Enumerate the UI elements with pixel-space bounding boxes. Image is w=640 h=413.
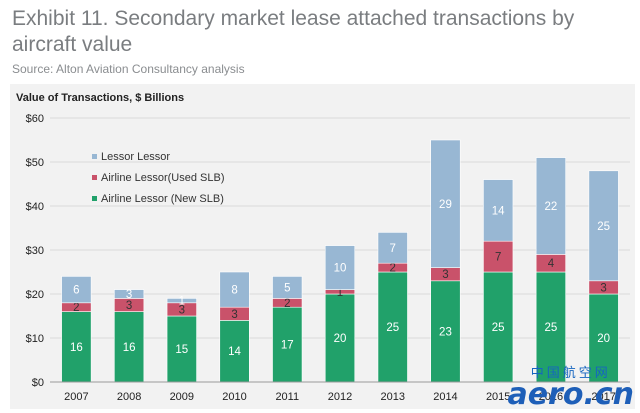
data-label: 3 bbox=[442, 269, 448, 281]
data-label: 17 bbox=[281, 340, 294, 352]
data-label: 7 bbox=[495, 252, 501, 264]
bar-segment bbox=[272, 276, 303, 299]
bar-segment bbox=[61, 276, 92, 304]
data-label: 6 bbox=[73, 285, 79, 297]
x-tick-label: 2014 bbox=[433, 391, 457, 403]
x-tick-label: 2012 bbox=[328, 391, 352, 403]
bar-segment bbox=[324, 293, 356, 383]
data-label: 3 bbox=[179, 304, 185, 316]
watermark-cn: 中国航空网 bbox=[530, 366, 611, 381]
x-tick-label: 2009 bbox=[170, 391, 194, 403]
data-label: 16 bbox=[70, 342, 83, 354]
data-label: 8 bbox=[231, 285, 237, 297]
chart-title: Exhibit 11. Secondary market lease attac… bbox=[12, 7, 575, 56]
data-label: 25 bbox=[545, 322, 558, 334]
x-tick-label: 2011 bbox=[275, 391, 299, 403]
y-tick-label: $50 bbox=[26, 157, 44, 169]
bar-segment bbox=[324, 245, 356, 290]
y-axis-label: Value of Transactions, $ Billions bbox=[16, 92, 185, 104]
watermark-logo: 中国航空网 aero.cn bbox=[507, 362, 634, 412]
bar-segment bbox=[219, 271, 250, 308]
y-tick-label: $30 bbox=[26, 245, 44, 257]
x-tick-label: 2016 bbox=[539, 391, 563, 403]
bar-segment bbox=[430, 139, 461, 268]
bar-segment bbox=[61, 311, 92, 383]
legend-swatch bbox=[92, 196, 97, 201]
data-label: 4 bbox=[548, 258, 555, 270]
y-tick-label: $20 bbox=[26, 289, 44, 301]
bar-segment bbox=[272, 306, 303, 383]
data-label: 14 bbox=[228, 346, 241, 358]
x-tick-label: 2017 bbox=[591, 391, 615, 403]
x-tick-label: 2010 bbox=[222, 391, 246, 403]
data-label: 3 bbox=[231, 309, 237, 321]
data-label: 2 bbox=[390, 263, 396, 275]
data-label: 23 bbox=[439, 326, 452, 338]
bar-segment bbox=[483, 240, 514, 273]
data-label: 16 bbox=[123, 342, 136, 354]
legend-item-airline-lessor-used: Airline Lessor(Used SLB) bbox=[92, 167, 225, 188]
data-label: 15 bbox=[175, 344, 188, 356]
data-label: 22 bbox=[545, 201, 558, 213]
legend-swatch bbox=[92, 175, 97, 180]
data-label: 25 bbox=[492, 322, 505, 334]
data-label: 20 bbox=[597, 333, 610, 345]
bar-segment bbox=[535, 157, 566, 255]
legend: Lessor Lessor Airline Lessor(Used SLB) A… bbox=[92, 146, 225, 209]
data-label: 1 bbox=[337, 287, 343, 299]
data-label: 20 bbox=[334, 333, 347, 345]
data-label: 29 bbox=[439, 199, 452, 211]
legend-label: Lessor Lessor bbox=[101, 150, 171, 163]
legend-item-airline-lessor-new: Airline Lessor (New SLB) bbox=[92, 188, 225, 209]
y-tick-label: $0 bbox=[32, 377, 44, 389]
bar-segment bbox=[377, 232, 408, 264]
watermark-en: aero.cn bbox=[507, 377, 634, 412]
data-label: 25 bbox=[386, 322, 399, 334]
legend-label: Airline Lessor(Used SLB) bbox=[101, 171, 225, 184]
chart-source: Source: Alton Aviation Consultancy analy… bbox=[12, 62, 245, 76]
bar-segment bbox=[535, 271, 566, 383]
x-tick-label: 2013 bbox=[380, 391, 404, 403]
legend-item-lessor-lessor: Lessor Lessor bbox=[92, 146, 225, 167]
bar-segment bbox=[377, 271, 408, 383]
data-label: 3 bbox=[600, 282, 606, 294]
bar-segment bbox=[588, 170, 619, 282]
data-label: 3 bbox=[126, 300, 132, 312]
x-tick-label: 2007 bbox=[64, 391, 88, 403]
y-tick-label: $40 bbox=[26, 201, 44, 213]
data-label: 25 bbox=[597, 221, 610, 233]
data-label: 5 bbox=[284, 282, 290, 294]
legend-swatch bbox=[92, 154, 97, 159]
bar-segment bbox=[483, 179, 514, 242]
y-tick-label: $60 bbox=[26, 113, 44, 125]
data-label: 3 bbox=[126, 289, 132, 301]
data-label: 1 bbox=[179, 296, 185, 308]
x-tick-label: 2015 bbox=[486, 391, 510, 403]
bar-segment bbox=[588, 293, 619, 383]
legend-label: Airline Lessor (New SLB) bbox=[101, 192, 224, 205]
data-label: 2 bbox=[73, 302, 79, 314]
data-label: 10 bbox=[334, 263, 347, 275]
data-label: 7 bbox=[390, 243, 396, 255]
bar-segment bbox=[166, 298, 197, 304]
y-tick-label: $10 bbox=[26, 333, 44, 345]
data-label: 2 bbox=[284, 298, 290, 310]
data-label: 14 bbox=[492, 205, 505, 217]
x-tick-label: 2008 bbox=[117, 391, 141, 403]
bar-segment bbox=[166, 315, 197, 383]
bar-segment bbox=[114, 289, 145, 299]
